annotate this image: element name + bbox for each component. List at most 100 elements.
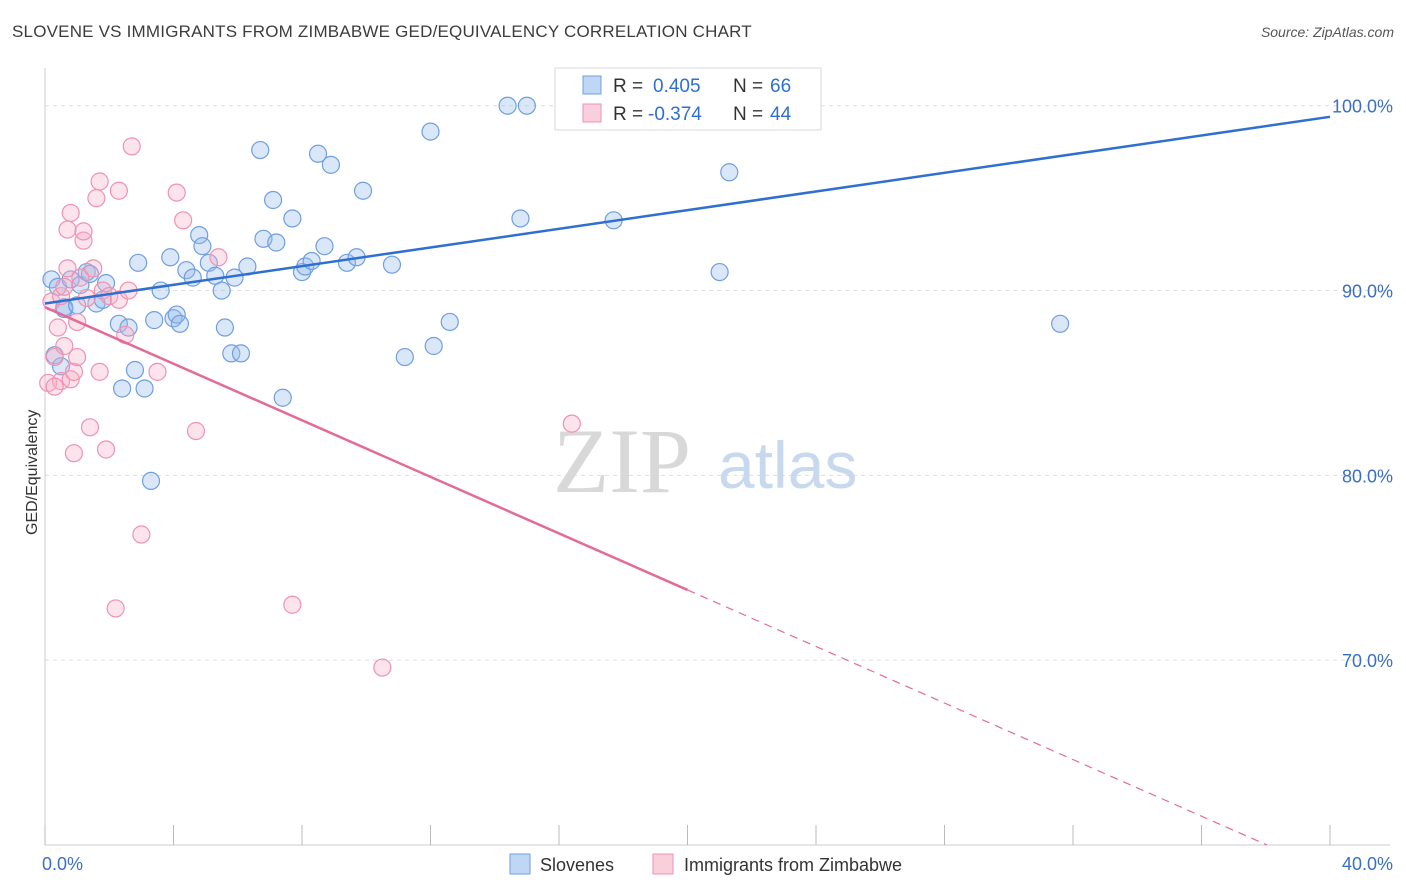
x-tick-label-1: 40.0% xyxy=(1342,854,1393,874)
slovenes-point-57 xyxy=(517,96,536,115)
slovenes-point-17 xyxy=(141,471,161,491)
slovenes-point-61 xyxy=(720,163,739,182)
slovenes-point-34 xyxy=(231,344,251,363)
zimbabwe-trend-line xyxy=(44,306,689,592)
bottom-legend-slovenes: Slovenes xyxy=(540,855,614,875)
slovenes-point-50 xyxy=(353,181,373,200)
slovenes-point-41 xyxy=(283,209,302,228)
slovenes-point-56 xyxy=(498,96,517,115)
slovenes-point-31 xyxy=(215,318,234,337)
slovenes-point-7 xyxy=(80,264,100,284)
zimbabwe-point-29 xyxy=(109,290,128,309)
zimbabwe-point-12 xyxy=(64,362,84,381)
slovenes-point-51 xyxy=(382,255,402,274)
slovenes-point-27 xyxy=(193,237,212,256)
legend-n-value-2: 44 xyxy=(770,104,792,125)
slovenes-point-13 xyxy=(125,360,145,380)
slovenes-point-20 xyxy=(161,248,180,267)
slovenes-point-32 xyxy=(222,344,241,363)
slovenes-point-62 xyxy=(710,262,729,282)
bottom-legend-swatch-zimbabwe xyxy=(652,853,674,875)
slovenes-point-58 xyxy=(511,209,530,228)
legend-box: R = 0.405 N = 66 R = -0.374 N = 44 xyxy=(554,67,822,131)
bottom-legend-swatch-slovenes xyxy=(509,853,531,875)
watermark: ZIP atlas xyxy=(553,410,857,512)
slovenes-point-54 xyxy=(424,336,443,356)
slovenes-point-30 xyxy=(212,281,231,300)
slovenes-point-24 xyxy=(177,261,196,280)
source-label: Source: ZipAtlas.com xyxy=(1260,24,1394,40)
x-tick-label-0: 0.0% xyxy=(42,854,83,874)
zimbabwe-point-24 xyxy=(90,172,109,191)
y-tick-labels: 70.0% 80.0% 90.0% 100.0% xyxy=(1332,97,1393,671)
legend-r-value-2: -0.374 xyxy=(648,104,702,125)
slovenes-point-15 xyxy=(135,379,154,398)
legend-n-value-1: 66 xyxy=(770,76,791,97)
chart-title: SLOVENE VS IMMIGRANTS FROM ZIMBABWE GED/… xyxy=(12,22,752,41)
slovenes-point-39 xyxy=(267,233,286,252)
zimbabwe-point-41 xyxy=(373,658,392,677)
slovenes-point-18 xyxy=(145,311,164,330)
zimbabwe-point-22 xyxy=(87,189,106,208)
zimbabwe-point-8 xyxy=(58,259,77,278)
y-tick-label-2: 90.0% xyxy=(1342,282,1393,302)
slovenes-point-36 xyxy=(251,140,270,160)
trend-lines xyxy=(44,115,1331,846)
legend-n-label-2: N = xyxy=(733,104,763,125)
zimbabwe-point-14 xyxy=(68,347,87,367)
zimbabwe-point-7 xyxy=(55,336,74,356)
slovenes-point-55 xyxy=(440,312,459,332)
watermark-zip: ZIP xyxy=(553,410,691,512)
zimbabwe-point-42 xyxy=(562,414,581,433)
zimbabwe-point-9 xyxy=(58,220,77,239)
slovenes-point-23 xyxy=(170,314,190,333)
zimbabwe-point-30 xyxy=(109,181,128,200)
slovenes-point-45 xyxy=(308,144,328,163)
legend-r-value-1: 0.405 xyxy=(653,76,701,97)
slovenes-point-16 xyxy=(129,253,148,272)
legend-swatch-zimbabwe xyxy=(582,103,602,123)
zimbabwe-point-18 xyxy=(74,222,93,241)
bottom-legend: Slovenes Immigrants from Zimbabwe xyxy=(509,853,902,875)
zimbabwe-point-26 xyxy=(96,440,116,459)
zimbabwe-point-28 xyxy=(106,599,125,618)
zimbabwe-point-38 xyxy=(186,421,206,441)
zimbabwe-trend-line-extension xyxy=(687,589,1268,846)
slovenes-point-26 xyxy=(190,225,209,245)
zimbabwe-point-20 xyxy=(80,418,100,437)
legend-n-label-1: N = xyxy=(733,76,763,97)
grid-lines xyxy=(45,105,1390,661)
zimbabwe-point-36 xyxy=(167,183,186,202)
zimbabwe-point-11 xyxy=(61,203,80,223)
y-tick-label-3: 100.0% xyxy=(1332,97,1393,117)
slovenes-point-14 xyxy=(112,379,132,398)
zimbabwe-points xyxy=(39,137,581,677)
zimbabwe-point-21 xyxy=(84,259,103,278)
y-tick-label-1: 80.0% xyxy=(1342,466,1393,486)
zimbabwe-point-34 xyxy=(132,525,151,544)
zimbabwe-point-17 xyxy=(74,231,93,250)
slovenes-point-46 xyxy=(315,237,334,256)
y-axis-title: GED/Equivalency xyxy=(24,410,41,535)
slovenes-point-53 xyxy=(421,122,440,141)
zimbabwe-point-35 xyxy=(148,362,167,381)
zimbabwe-point-33 xyxy=(122,137,141,156)
legend-swatch-slovenes xyxy=(582,75,602,95)
zimbabwe-point-43 xyxy=(45,377,64,396)
zimbabwe-point-13 xyxy=(64,444,84,463)
zimbabwe-point-40 xyxy=(283,595,302,614)
slovenes-point-11 xyxy=(109,314,128,333)
slovenes-point-47 xyxy=(321,155,341,174)
slovenes-point-44 xyxy=(302,251,321,271)
zimbabwe-point-3 xyxy=(48,318,67,337)
slovenes-point-38 xyxy=(263,190,283,210)
zimbabwe-point-6 xyxy=(55,277,74,296)
slovenes-trend-line xyxy=(44,115,1331,305)
legend-r-label-1: R = xyxy=(613,76,643,97)
zimbabwe-point-16 xyxy=(71,268,90,287)
watermark-atlas: atlas xyxy=(718,428,857,502)
axes xyxy=(44,68,1390,846)
legend-r-label-2: R = xyxy=(613,104,643,125)
slovenes-point-52 xyxy=(395,347,414,367)
